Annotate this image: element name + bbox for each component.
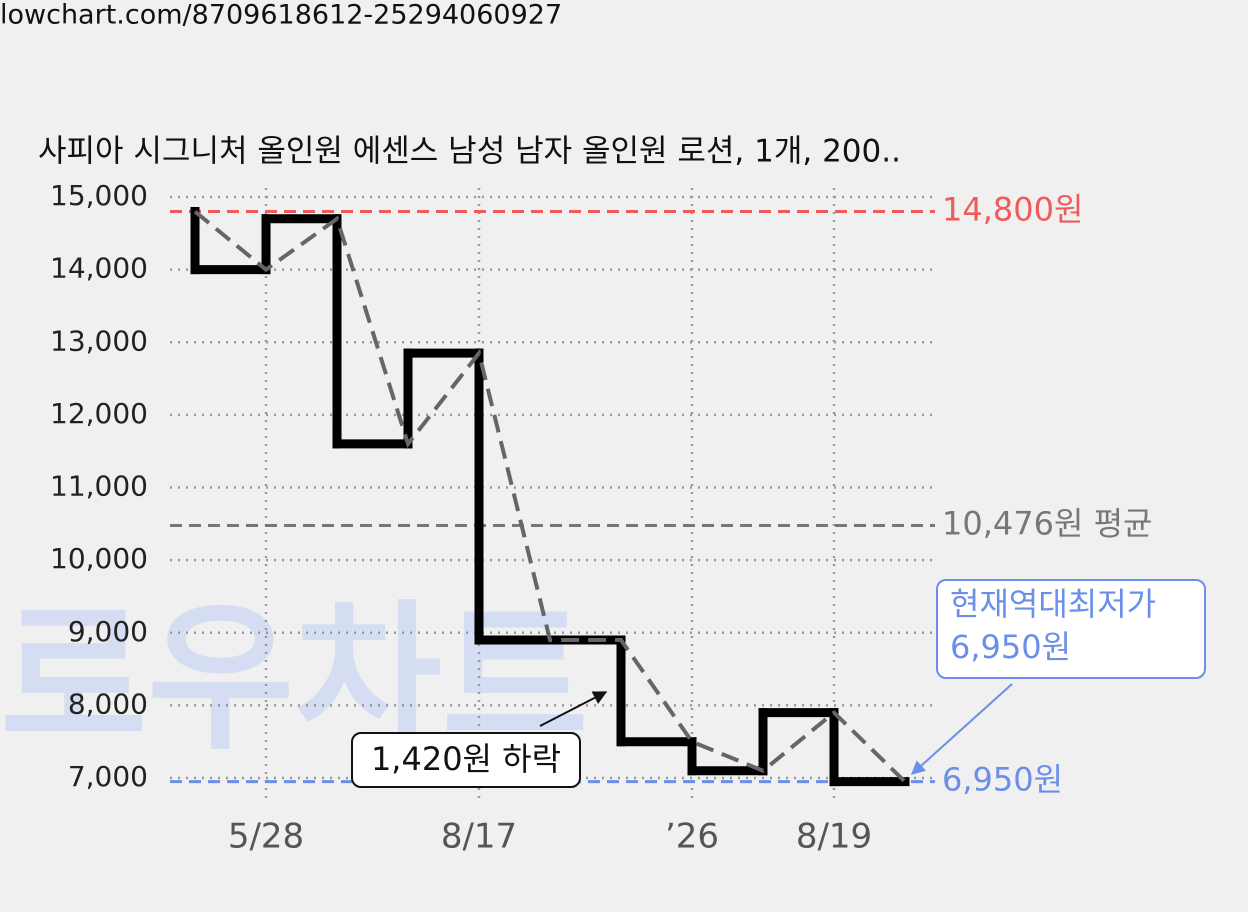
- reference-label: 6,950원: [942, 761, 1063, 799]
- annotation-text: 현재역대최저가: [950, 585, 1156, 623]
- trend-line: [193, 209, 907, 784]
- annotation-arrow: [539, 691, 608, 727]
- y-tick-label: 12,000: [50, 397, 148, 430]
- x-tick-label: 8/19: [796, 817, 872, 857]
- y-tick-label: 7,000: [68, 760, 148, 793]
- reference-label: 14,800원: [942, 191, 1083, 229]
- y-tick-label: 14,000: [50, 252, 148, 285]
- chart-title: 사피아 시그니처 올인원 에센스 남성 남자 올인원 로션, 1개, 200..: [38, 134, 901, 170]
- annotation-text: 1,420원 하락: [371, 740, 561, 778]
- y-tick-label: 13,000: [50, 324, 148, 357]
- x-tick-label: ’26: [665, 817, 719, 857]
- y-tick-label: 15,000: [50, 179, 148, 212]
- url: lowchart.com/8709618612-25294060927: [0, 0, 562, 31]
- annotation-box: [936, 579, 1206, 679]
- reference-label: 10,476원 평균: [942, 505, 1152, 543]
- x-tick-label: 5/28: [228, 817, 304, 857]
- x-tick-label: 8/17: [441, 817, 517, 857]
- y-tick-label: 11,000: [50, 470, 148, 503]
- annotation-arrow: [910, 683, 1013, 775]
- y-tick-label: 10,000: [50, 542, 148, 575]
- y-tick-label: 8,000: [68, 687, 148, 720]
- annotation-text: 6,950원: [950, 628, 1071, 666]
- annotation-box: [351, 732, 581, 788]
- y-tick-label: 9,000: [68, 615, 148, 648]
